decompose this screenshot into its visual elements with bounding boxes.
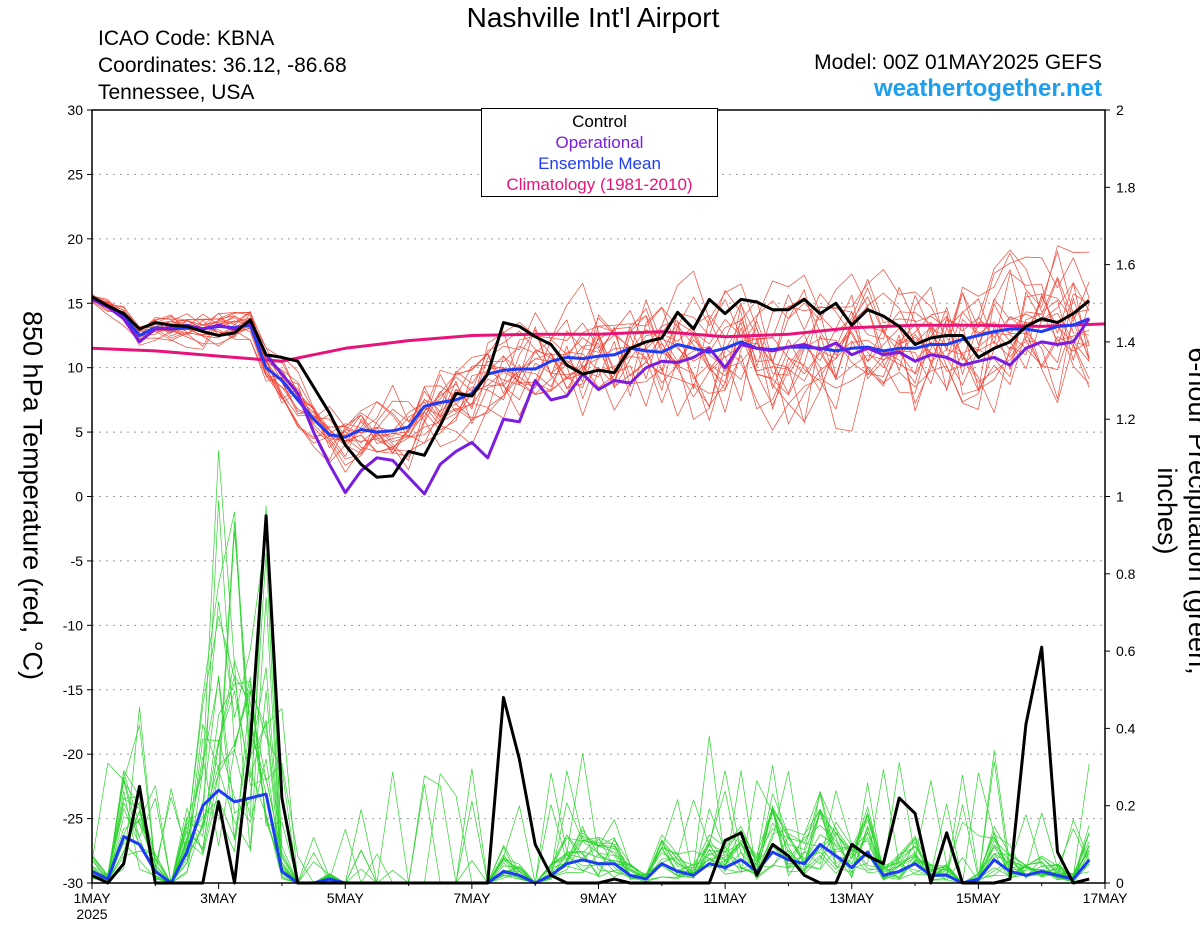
y-tick-label-left: 20 [67,231,83,247]
x-tick-label: 11MAY [703,890,747,906]
x-tick-label: 17MAY [1083,890,1129,906]
coordinates: Coordinates: 36.12, -86.68 [98,54,347,77]
y-axis-label-right: 6-hour Precipitation (green, inches) [1152,347,1200,675]
y-tick-label-left: -5 [71,553,84,569]
y-tick-label-right: 1 [1116,489,1124,505]
legend: Control Operational Ensemble Mean Climat… [481,108,718,197]
member-precip-line [91,690,1090,884]
y-tick-label-right: 2 [1116,102,1124,118]
x-tick-label: 7MAY [453,890,491,906]
member-precip-line [91,500,1090,884]
series-lines [91,295,1106,885]
y-axis-label-left: 850 hPa Temperature (red, °C) [17,311,48,680]
member-temp-line [91,270,1090,453]
y-tick-label-right: 1.6 [1116,257,1136,273]
legend-control: Control [572,112,627,131]
legend-operational: Operational [555,133,644,152]
member-precip-line [91,511,1090,884]
ensemble-mean-temp-line [91,296,1090,439]
member-precip-line [91,596,1090,884]
x-tick-label: 13MAY [829,890,875,906]
member-temp-line [91,278,1090,449]
y-tick-label-left: -15 [63,682,83,698]
x-tick-label: 3MAY [200,890,238,906]
y-tick-label-left: -10 [63,617,83,633]
y-tick-label-right: 0.4 [1116,720,1136,736]
member-precip-line [91,616,1090,884]
control-temp-line [91,295,1091,479]
member-temp-line [91,297,1090,454]
y-tick-label-left: -25 [63,811,83,827]
y-tick-label-left: 0 [75,489,83,505]
region: Tennessee, USA [98,81,255,104]
x-tick-label: 1MAY 2025 [73,890,111,922]
y-tick-label-left: 15 [67,295,83,311]
climatology-temp-line [91,322,1106,363]
x-tick-label: 9MAY [580,890,618,906]
x-tick-label: 15MAY [956,890,1002,906]
legend-climatology: Climatology (1981-2010) [506,175,693,194]
y-tick-label-right: 1.2 [1116,411,1136,427]
y-tick-label-right: 1.8 [1116,179,1136,195]
site-link[interactable]: weathertogether.net [873,75,1102,102]
icao-code: ICAO Code: KBNA [98,27,275,50]
y-tick-label-right: 0.6 [1116,643,1136,659]
member-precip-line [91,678,1090,884]
ensemble-members [91,245,1090,884]
legend-mean: Ensemble Mean [538,154,661,173]
y-tick-label-left: 10 [67,360,83,376]
x-tick-label: 5MAY [327,890,365,906]
member-precip-line [91,660,1090,884]
y-tick-label-left: -20 [63,746,83,762]
member-temp-line [91,295,1090,444]
member-precip-line [91,450,1090,884]
model-run: Model: 00Z 01MAY2025 GEFS [814,51,1102,74]
ensemble-mean-precip-line [91,788,1091,885]
member-precip-line [91,530,1090,884]
y-tick-label-right: 0.8 [1116,566,1136,582]
grid-lines [92,173,1105,820]
y-tick-label-left: 25 [67,166,83,182]
y-tick-label-right: 0 [1116,875,1124,891]
axis-ticks: 302520151050-5-10-15-20-25-3021.81.61.41… [63,102,1136,922]
y-tick-label-left: 5 [75,424,83,440]
y-tick-label-right: 0.2 [1116,798,1136,814]
y-tick-label-left: 30 [67,102,83,118]
member-temp-line [91,269,1090,471]
y-tick-label-right: 1.4 [1116,334,1136,350]
member-temp-line [91,301,1090,454]
y-tick-label-left: -30 [63,875,83,891]
page-title: Nashville Int'l Airport [466,2,720,33]
